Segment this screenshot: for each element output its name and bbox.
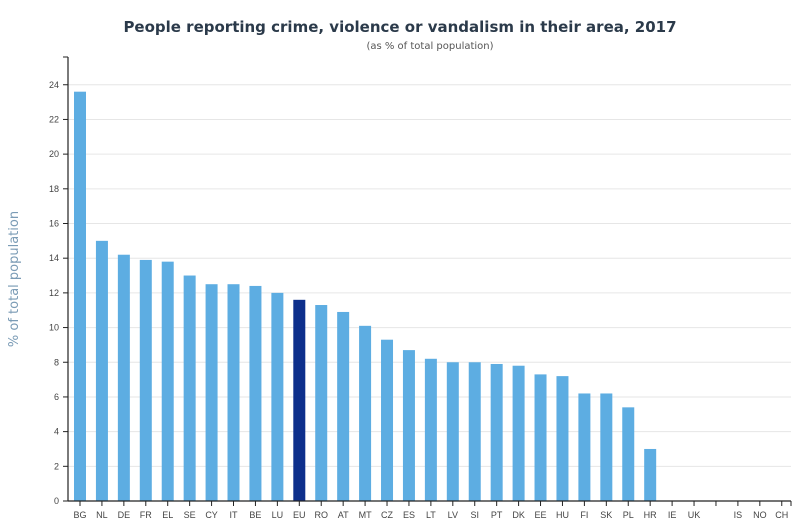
y-tick-label: 20 — [49, 149, 59, 159]
x-tick-label: EL — [162, 510, 173, 520]
chart-subtitle: (as % of total population) — [366, 41, 493, 52]
x-tick-label: NL — [96, 510, 108, 520]
bar-el — [161, 261, 174, 501]
x-tick-label: UK — [688, 510, 701, 520]
x-tick-label: ES — [403, 510, 415, 520]
x-tick-label: NO — [753, 510, 767, 520]
bar-fr — [139, 259, 152, 501]
x-tick-label: HR — [644, 510, 657, 520]
x-tick-label: AT — [338, 510, 349, 520]
bar-de — [117, 254, 130, 501]
x-tick-label: DK — [512, 510, 525, 520]
x-tick-label: MT — [359, 510, 372, 520]
bar-cy — [205, 284, 218, 501]
bar-sk — [600, 393, 613, 501]
bar-hr — [644, 448, 657, 501]
bar-nl — [95, 240, 108, 501]
x-tick-label: IE — [668, 510, 677, 520]
bar-se — [183, 275, 196, 501]
bar-eu — [293, 299, 306, 501]
bar-bg — [74, 91, 86, 501]
bar-hu — [556, 376, 569, 501]
x-tick-label: EE — [535, 510, 547, 520]
chart-title: People reporting crime, violence or vand… — [123, 18, 676, 36]
bar-si — [468, 362, 481, 501]
bar-pl — [622, 407, 635, 501]
x-tick-label: PT — [491, 510, 503, 520]
x-tick-label: FI — [580, 510, 588, 520]
y-tick-label: 12 — [49, 288, 59, 298]
bar-lv — [446, 362, 459, 501]
bar-cz — [381, 339, 394, 501]
y-tick-label: 10 — [49, 323, 59, 333]
x-tick-label: IS — [734, 510, 743, 520]
x-tick-label: CY — [205, 510, 218, 520]
bar-dk — [512, 365, 525, 501]
y-axis-label: % of total population — [7, 211, 22, 347]
x-tick-label: PL — [623, 510, 634, 520]
x-tick-label: BE — [249, 510, 261, 520]
y-tick-label: 18 — [49, 184, 59, 194]
bar-it — [227, 284, 240, 501]
x-tick-label: SE — [184, 510, 196, 520]
bar-ro — [315, 305, 328, 501]
x-tick-label: IT — [230, 510, 239, 520]
y-tick-label: 24 — [49, 80, 59, 90]
y-tick-label: 2 — [54, 461, 59, 471]
x-tick-label: LV — [448, 510, 458, 520]
x-tick-label: RO — [314, 510, 328, 520]
y-tick-label: 0 — [54, 496, 59, 506]
bar-lu — [271, 292, 284, 501]
bar-es — [402, 350, 415, 501]
y-tick-label: 14 — [49, 253, 59, 263]
bar-pt — [490, 363, 503, 501]
y-tick-label: 6 — [54, 392, 59, 402]
x-tick-label: CH — [775, 510, 788, 520]
x-tick-label: HU — [556, 510, 569, 520]
bar-ee — [534, 374, 547, 501]
y-tick-label: 16 — [49, 219, 59, 229]
x-tick-label: CZ — [381, 510, 393, 520]
x-tick-label: LU — [272, 510, 284, 520]
x-tick-label: BG — [73, 510, 86, 520]
bar-be — [249, 285, 262, 501]
y-tick-label: 4 — [54, 427, 59, 437]
y-tick-label: 22 — [49, 114, 59, 124]
x-tick-label: DE — [118, 510, 131, 520]
x-tick-label: FR — [140, 510, 152, 520]
x-tick-label: LT — [426, 510, 436, 520]
bar-at — [337, 311, 350, 501]
x-tick-label: EU — [293, 510, 306, 520]
x-tick-label: SI — [470, 510, 479, 520]
y-tick-label: 8 — [54, 357, 59, 367]
bar-lt — [424, 358, 437, 501]
bars — [74, 91, 657, 501]
x-tick-label: SK — [600, 510, 612, 520]
bar-mt — [359, 325, 372, 501]
bar-fi — [578, 393, 591, 501]
